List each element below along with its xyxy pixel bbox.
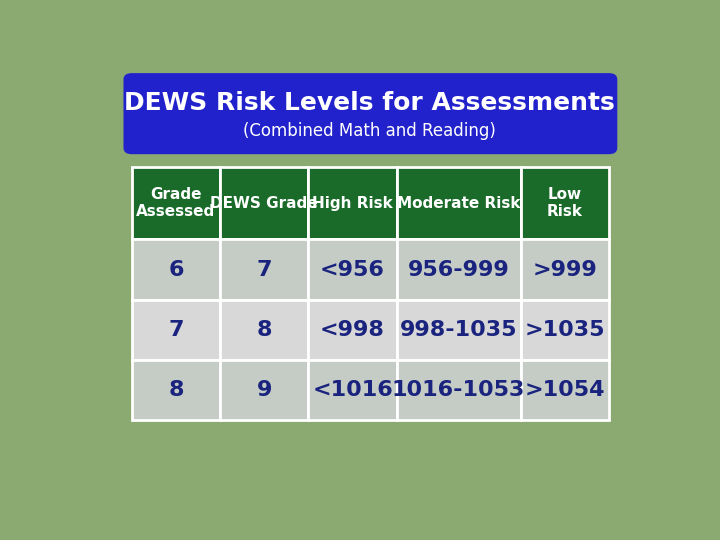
Text: Low
Risk: Low Risk <box>546 187 582 219</box>
Text: 7: 7 <box>256 260 272 280</box>
Text: 956-999: 956-999 <box>408 260 510 280</box>
Bar <box>397 360 521 420</box>
Text: 9: 9 <box>256 380 272 400</box>
Bar <box>132 360 220 420</box>
Bar <box>521 360 609 420</box>
Bar <box>308 239 397 300</box>
Text: 8: 8 <box>168 380 184 400</box>
Bar <box>132 300 220 360</box>
Bar <box>397 167 521 239</box>
Text: >999: >999 <box>532 260 597 280</box>
Bar <box>132 239 220 300</box>
Bar <box>308 360 397 420</box>
Bar <box>220 167 308 239</box>
Text: >1054: >1054 <box>525 380 605 400</box>
Text: 7: 7 <box>168 320 184 340</box>
Bar <box>521 300 609 360</box>
Bar <box>220 300 308 360</box>
Text: (Combined Math and Reading): (Combined Math and Reading) <box>243 122 495 140</box>
Text: 998-1035: 998-1035 <box>400 320 518 340</box>
Text: DEWS Grade: DEWS Grade <box>210 195 318 211</box>
Text: DEWS Risk Levels for Assessments: DEWS Risk Levels for Assessments <box>124 91 614 116</box>
Bar <box>397 300 521 360</box>
Text: >1035: >1035 <box>525 320 605 340</box>
Text: High Risk: High Risk <box>312 195 393 211</box>
FancyBboxPatch shape <box>124 73 617 154</box>
Text: 8: 8 <box>256 320 272 340</box>
Bar <box>397 239 521 300</box>
Bar <box>308 300 397 360</box>
Text: <998: <998 <box>320 320 385 340</box>
Text: 6: 6 <box>168 260 184 280</box>
Bar <box>220 360 308 420</box>
Bar <box>521 239 609 300</box>
Bar <box>521 167 609 239</box>
Bar <box>132 167 220 239</box>
Text: 1016-1053: 1016-1053 <box>392 380 526 400</box>
Text: <1016: <1016 <box>312 380 393 400</box>
Text: Moderate Risk: Moderate Risk <box>397 195 521 211</box>
Text: Grade
Assessed: Grade Assessed <box>136 187 215 219</box>
Text: <956: <956 <box>320 260 385 280</box>
Bar <box>308 167 397 239</box>
Bar <box>220 239 308 300</box>
